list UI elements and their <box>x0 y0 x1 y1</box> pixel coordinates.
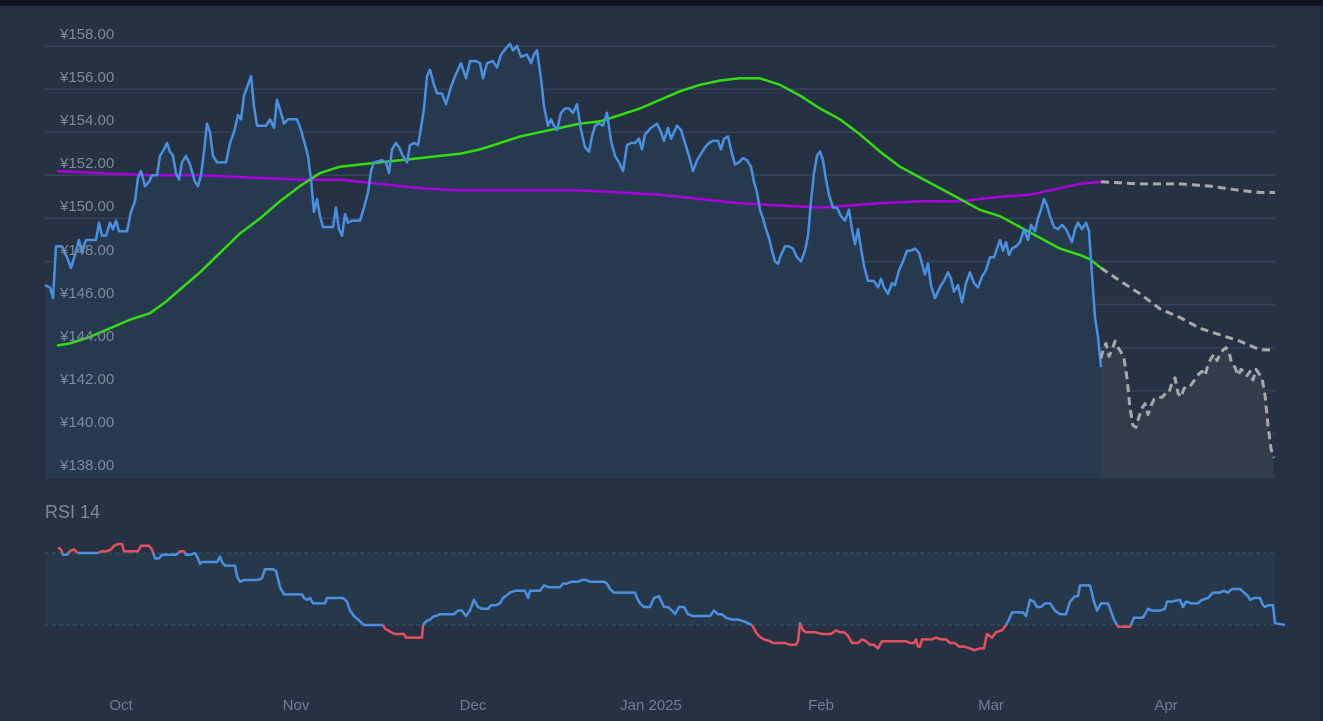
y-tick-label: ¥156.00 <box>60 69 115 87</box>
y-tick-label: ¥158.00 <box>60 26 115 43</box>
rsi-extreme-segment <box>1115 624 1132 629</box>
rsi-neutral-band <box>45 553 1275 625</box>
y-tick-label: ¥150.00 <box>60 198 115 216</box>
right-edge <box>1320 6 1323 721</box>
rsi-normal-segment <box>798 621 802 626</box>
y-tick-label: ¥152.00 <box>60 155 115 173</box>
rsi-normal-segment <box>152 552 179 560</box>
x-tick-label: Dec <box>459 697 487 714</box>
rsi-series-line <box>57 542 1286 652</box>
forecast-area-fill <box>1101 341 1274 477</box>
price-area-fill <box>45 43 1101 478</box>
rsi-extreme-segment <box>67 548 79 554</box>
rsi-normal-segment <box>183 551 383 627</box>
x-tick-label: Feb <box>808 697 834 714</box>
sma-long-forecast-line <box>1100 180 1275 194</box>
x-tick-label: Mar <box>978 697 1004 714</box>
sma-long-line <box>56 169 1102 209</box>
rsi-normal-segment <box>1004 584 1119 626</box>
rsi-extreme-segment <box>177 549 187 554</box>
rsi-extreme-segment <box>97 542 155 555</box>
rsi-normal-segment <box>1129 587 1286 627</box>
rsi-extreme-segment <box>57 546 64 554</box>
y-tick-label: ¥138.00 <box>60 457 115 474</box>
rsi-extreme-segment <box>799 624 1008 652</box>
y-tick-label: ¥146.00 <box>60 284 115 302</box>
y-tick-label: ¥154.00 <box>60 112 115 130</box>
rsi-extreme-segment <box>381 624 425 639</box>
rsi-title: RSI 14 <box>45 502 101 522</box>
price-line <box>44 42 1103 368</box>
rsi-extreme-segment <box>750 624 802 647</box>
y-tick-label: ¥140.00 <box>60 413 115 431</box>
rsi-normal-segment <box>61 552 70 557</box>
x-tick-label: Apr <box>1154 697 1178 714</box>
price-series-lines <box>44 42 1276 459</box>
x-tick-label: Oct <box>109 697 133 714</box>
y-tick-label: ¥148.00 <box>60 241 115 259</box>
y-tick-label: ¥142.00 <box>60 370 115 388</box>
rsi-normal-segment <box>422 578 753 627</box>
y-tick-label: ¥144.00 <box>60 327 115 345</box>
top-bar <box>0 0 1323 6</box>
x-tick-label: Nov <box>282 697 310 714</box>
x-tick-label: Jan 2025 <box>620 697 682 714</box>
